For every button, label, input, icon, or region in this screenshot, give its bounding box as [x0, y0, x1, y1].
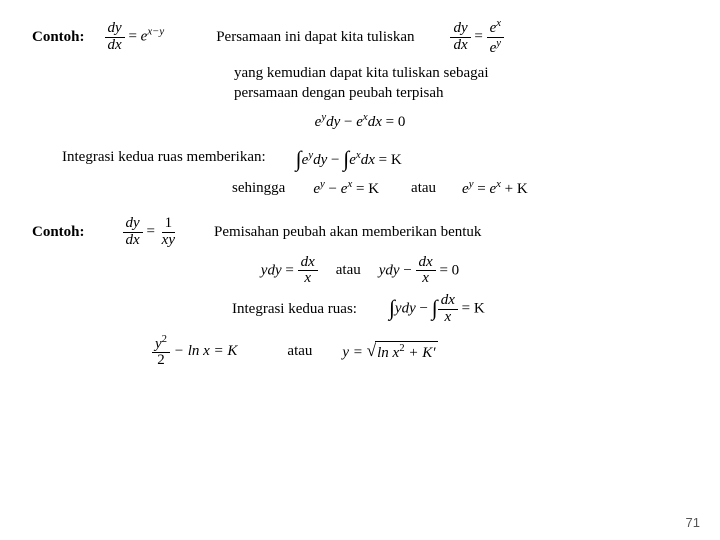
ex2-eq3: ∫ydy − ∫dxx = K: [389, 293, 485, 326]
ex1-row5: sehingga ey − ex = K atau ey = ex + K: [232, 178, 688, 198]
ex2-text2: atau: [336, 262, 361, 279]
example2-row1: Contoh: dydx = 1xy Pemisahan peubah akan…: [32, 216, 688, 249]
example1-label: Contoh:: [32, 29, 85, 46]
page-number: 71: [686, 515, 700, 530]
ex2-text4: atau: [287, 343, 312, 360]
ex2-row4: y2 2 − ln x = K atau y = √ ln x2 + K′: [152, 334, 688, 370]
ex1-text1: Persamaan ini dapat kita tuliskan: [216, 29, 414, 46]
example2-label: Contoh:: [32, 224, 85, 241]
ex2-eq1: dydx = 1xy: [123, 216, 178, 249]
ex1-eq6: ey = ex + K: [462, 178, 528, 198]
ex2-eq2a: ydy = dxx: [261, 255, 318, 288]
ex2-eq2b: ydy − dxx = 0: [379, 255, 459, 288]
ex1-eq4: ∫eydy − ∫exdx = K: [296, 145, 402, 170]
example1-row1: Contoh: dydx = ex−y Persamaan ini dapat …: [32, 18, 688, 57]
ex1-eq3: eydy − exdx = 0: [32, 111, 688, 131]
ex2-eq4: y2 2 − ln x = K: [152, 334, 237, 370]
ex1-eq5: ey − ex = K: [313, 178, 379, 198]
ex1-text3: Integrasi kedua ruas memberikan:: [62, 149, 266, 166]
ex1-text2: yang kemudian dapat kita tuliskan sebaga…: [234, 63, 688, 104]
ex2-row3: Integrasi kedua ruas: ∫ydy − ∫dxx = K: [232, 293, 688, 326]
ex1-eq1: dydx = ex−y: [105, 21, 165, 54]
ex2-eq5: y = √ ln x2 + K′: [342, 341, 437, 362]
ex2-text3: Integrasi kedua ruas:: [232, 301, 357, 318]
ex2-row2: ydy = dxx atau ydy − dxx = 0: [32, 255, 688, 288]
ex2-text1: Pemisahan peubah akan memberikan bentuk: [214, 224, 481, 241]
ex1-text5: atau: [411, 180, 436, 197]
ex1-row4: Integrasi kedua ruas memberikan: ∫eydy −…: [62, 145, 688, 170]
ex1-eq2: dydx = ex ey: [450, 18, 504, 57]
ex1-text4: sehingga: [232, 180, 285, 197]
